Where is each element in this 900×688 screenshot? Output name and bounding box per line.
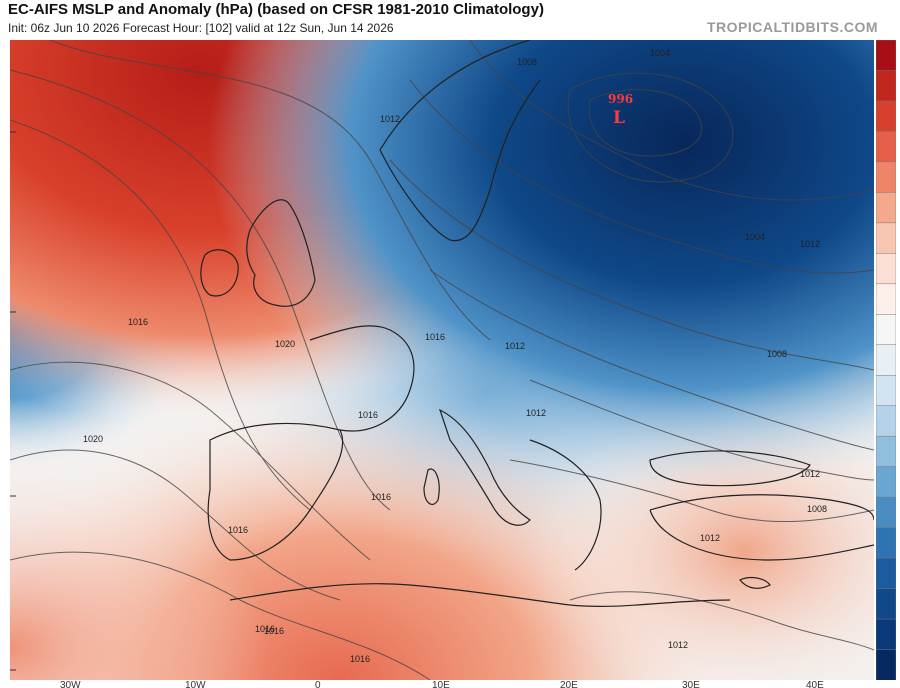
lon-label: 40E — [806, 680, 824, 688]
isobar-label: 1016 — [350, 654, 370, 664]
isobar-label: 1020 — [275, 339, 295, 349]
lon-label: 10W — [185, 680, 206, 688]
lat-ticks — [10, 131, 16, 671]
isobar-label: 1008 — [807, 504, 827, 514]
lon-label: 20E — [560, 680, 578, 688]
isobar-label: 1012 — [380, 114, 400, 124]
colorbar-swatch — [875, 374, 897, 407]
colorbar-swatch — [875, 435, 897, 468]
colorbar-swatch — [875, 222, 897, 255]
colorbar-swatch — [875, 70, 897, 102]
isobar-labels: 1016 1020 1016 1020 1016 1016 1016 1016 … — [83, 48, 827, 664]
anomaly-colorbar — [875, 39, 897, 681]
colorbar-swatch — [875, 344, 897, 376]
isobar-label: 1004 — [745, 232, 765, 242]
colorbar-swatch — [875, 131, 897, 163]
colorbar-swatch — [875, 192, 897, 224]
colorbar-swatch — [875, 527, 897, 559]
low-pressure-value: 996 — [608, 92, 633, 106]
isobar-label: 1012 — [668, 640, 688, 650]
colorbar-swatch — [875, 100, 897, 133]
isobar-label: 1020 — [83, 434, 103, 444]
coastlines — [200, 40, 874, 607]
colorbar-swatch — [875, 283, 897, 316]
map-canvas: 1016 1020 1016 1020 1016 1016 1016 1016 … — [10, 40, 874, 680]
isobar-label: 1012 — [800, 239, 820, 249]
lon-label: 30W — [60, 680, 81, 688]
colorbar-swatch — [875, 496, 897, 529]
isobar-label: 1004 — [650, 48, 670, 58]
isobar-label: 1016 — [228, 525, 248, 535]
colorbar-swatch — [875, 588, 897, 620]
chart-title: EC-AIFS MSLP and Anomaly (hPa) (based on… — [8, 1, 544, 18]
longitude-axis: 30W 10W 0 10E 20E 30E 40E — [10, 680, 874, 688]
colorbar-swatch — [875, 161, 897, 194]
colorbar-swatch — [875, 39, 897, 72]
isobar-label: 1016 — [358, 410, 378, 420]
isobar-label: 1016 — [371, 492, 391, 502]
isobar-label: 1012 — [700, 533, 720, 543]
isobar-label: 1012 — [800, 469, 820, 479]
colorbar-canvas — [875, 39, 897, 681]
colorbar-swatch — [875, 314, 897, 346]
isobar-label: 1016 — [264, 626, 284, 636]
lon-label: 30E — [682, 680, 700, 688]
anomaly-map: 1016 1020 1016 1020 1016 1016 1016 1016 … — [10, 40, 874, 680]
low-pressure-symbol: L — [613, 108, 625, 128]
isobar-label: 1008 — [767, 349, 787, 359]
isobar-label: 1012 — [526, 408, 546, 418]
colorbar-swatch — [875, 405, 897, 437]
colorbar-swatch — [875, 253, 897, 285]
site-brand: TROPICALTIDBITS.COM — [706, 19, 878, 35]
isobar-label: 1008 — [517, 57, 537, 67]
isobar-label: 1016 — [255, 624, 275, 634]
isobars — [10, 40, 874, 680]
isobar-label: 1016 — [425, 332, 445, 342]
isobar-label: 1016 — [128, 317, 148, 327]
isobar-label: 1012 — [505, 341, 525, 351]
colorbar-swatch — [875, 618, 897, 651]
chart-subtitle: Init: 06z Jun 10 2026 Forecast Hour: [10… — [8, 21, 394, 35]
low-pressure-center: 996 L — [608, 92, 633, 128]
lon-label: 10E — [432, 680, 450, 688]
anomaly-northeast-blue — [10, 40, 874, 680]
colorbar-swatch — [875, 649, 897, 681]
colorbar-swatch — [875, 557, 897, 590]
lon-label: 0 — [315, 680, 321, 688]
colorbar-swatch — [875, 466, 897, 498]
chart-header: EC-AIFS MSLP and Anomaly (hPa) (based on… — [0, 0, 900, 40]
